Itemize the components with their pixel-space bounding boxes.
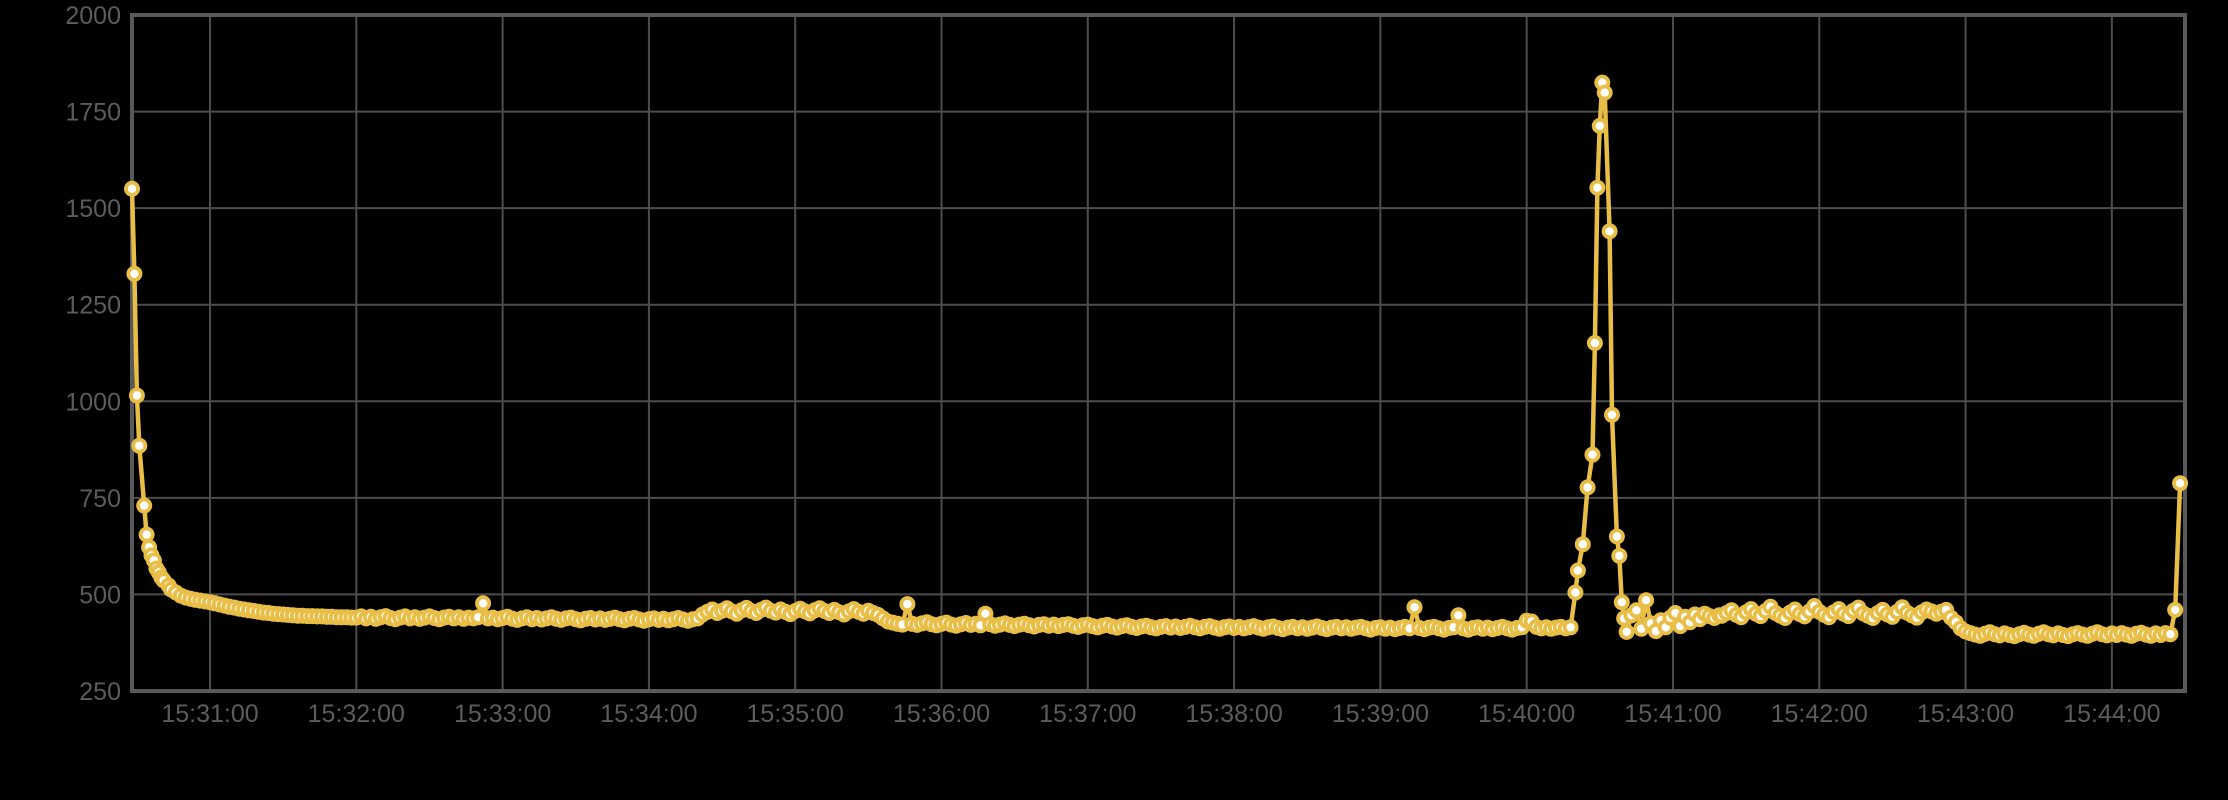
y-tick-label: 1250: [65, 292, 121, 320]
x-tick-label: 15:44:00: [2063, 700, 2160, 728]
y-tick-label: 500: [79, 581, 121, 609]
data-point-marker-center: [1588, 450, 1597, 459]
y-tick-label: 1000: [65, 388, 121, 416]
data-point-marker-center: [132, 391, 142, 400]
data-point-marker-center: [1600, 88, 1609, 97]
data-point-marker-center: [2175, 479, 2185, 488]
x-tick-label: 15:37:00: [1039, 700, 1136, 728]
data-point-marker-center: [478, 599, 488, 608]
data-point-marker-center: [1615, 551, 1624, 560]
y-tick-label: 1500: [65, 195, 121, 223]
data-point-marker-center: [1637, 624, 1646, 633]
y-tick-label: 250: [79, 678, 121, 706]
data-point-marker-center: [903, 599, 912, 609]
x-tick-label: 15:42:00: [1771, 700, 1868, 728]
data-point-marker-center: [1605, 227, 1614, 236]
x-tick-label: 15:32:00: [308, 700, 405, 728]
data-point-marker-center: [2171, 605, 2180, 615]
data-point-marker-center: [1410, 603, 1419, 612]
data-point-marker-center: [981, 609, 990, 618]
data-point-marker-center: [1607, 410, 1617, 419]
data-point-marker-center: [1661, 623, 1670, 632]
data-point-marker-center: [127, 184, 137, 193]
data-point-marker-center: [1595, 121, 1605, 131]
data-point-marker-center: [135, 441, 144, 450]
y-tick-label: 750: [79, 485, 121, 513]
y-tick-label: 1750: [65, 99, 121, 127]
x-tick-label: 15:40:00: [1478, 700, 1575, 728]
data-point-marker-center: [1622, 627, 1631, 637]
data-point-marker-center: [1566, 623, 1575, 632]
x-tick-label: 15:35:00: [747, 700, 844, 728]
x-tick-label: 15:34:00: [600, 700, 697, 728]
plot-border: [130, 13, 2187, 693]
x-tick-label: 15:41:00: [1624, 700, 1721, 728]
data-point-marker-center: [1590, 338, 1600, 348]
x-tick-label: 15:33:00: [454, 700, 551, 728]
data-point-marker-center: [1641, 596, 1651, 605]
y-tick-label: 2000: [65, 2, 121, 30]
data-point-marker-center: [1573, 566, 1583, 575]
data-point-marker-center: [1583, 483, 1592, 492]
data-point-marker-center: [140, 501, 149, 510]
x-tick-label: 15:39:00: [1332, 700, 1429, 728]
data-point-marker-center: [1578, 540, 1588, 549]
data-point-marker-center: [142, 530, 151, 539]
x-tick-label: 15:38:00: [1185, 700, 1282, 728]
data-point-marker-center: [1571, 588, 1580, 597]
data-point-marker-center: [1612, 532, 1622, 541]
data-point-marker-center: [1617, 598, 1627, 607]
x-tick-label: 15:31:00: [161, 700, 258, 728]
data-point-marker-center: [1454, 611, 1463, 620]
x-tick-label: 15:43:00: [1917, 700, 2014, 728]
data-point-marker-center: [1593, 183, 1602, 192]
data-point-marker-center: [2166, 630, 2175, 639]
data-point-marker-center: [1632, 606, 1641, 615]
data-point-marker-center: [130, 269, 139, 278]
x-tick-label: 15:36:00: [893, 700, 990, 728]
